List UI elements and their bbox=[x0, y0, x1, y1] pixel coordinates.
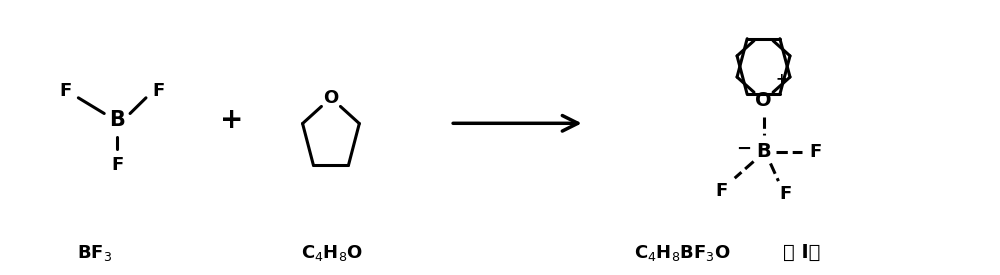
Text: 式 I。: 式 I。 bbox=[783, 243, 821, 262]
Text: F: F bbox=[153, 82, 165, 100]
Text: F: F bbox=[716, 182, 728, 200]
Text: F: F bbox=[779, 185, 792, 203]
Text: +: + bbox=[220, 106, 243, 134]
Text: B: B bbox=[756, 142, 771, 161]
Text: F: F bbox=[809, 143, 821, 161]
Text: B: B bbox=[109, 110, 125, 130]
Text: BF$_3$: BF$_3$ bbox=[77, 243, 113, 263]
Text: F: F bbox=[111, 156, 123, 174]
Text: −: − bbox=[736, 140, 751, 158]
Text: O: O bbox=[323, 89, 339, 107]
Text: C$_4$H$_8$O: C$_4$H$_8$O bbox=[301, 243, 363, 263]
Text: O: O bbox=[755, 91, 772, 110]
Text: +: + bbox=[776, 72, 787, 86]
Text: F: F bbox=[59, 82, 72, 100]
Text: C$_4$H$_8$BF$_3$O: C$_4$H$_8$BF$_3$O bbox=[634, 243, 731, 263]
